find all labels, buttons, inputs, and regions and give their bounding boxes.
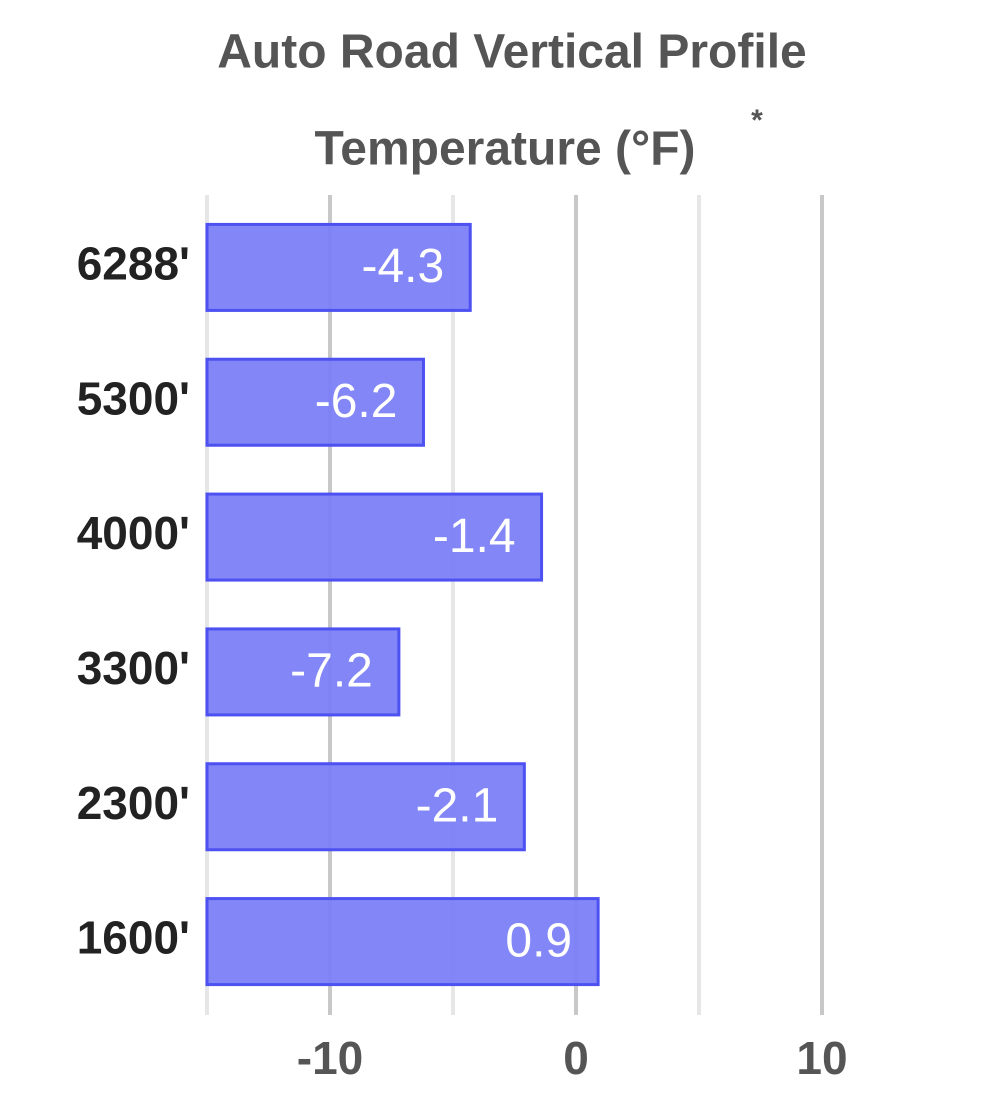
x-tick-label: 10 — [796, 1032, 847, 1084]
value-label: -7.2 — [290, 645, 373, 698]
bar — [205, 357, 425, 447]
bar — [205, 492, 544, 582]
chart-subtitle: Temperature (°F) — [314, 123, 695, 176]
y-tick-label: 5300' — [77, 372, 190, 424]
chart-title: Auto Road Vertical Profile — [217, 26, 806, 79]
value-label: -2.1 — [416, 779, 499, 832]
value-label: 0.9 — [505, 914, 572, 967]
y-tick-label: 6288' — [77, 238, 190, 290]
value-label: -4.3 — [362, 240, 445, 293]
x-tick-label: 0 — [563, 1032, 589, 1084]
y-tick-label: 3300' — [77, 642, 190, 694]
bar — [205, 762, 526, 852]
x-tick-label: -10 — [297, 1032, 363, 1084]
y-tick-label: 2300' — [77, 777, 190, 829]
bar — [205, 627, 401, 717]
value-label: -6.2 — [315, 375, 398, 428]
y-tick-label: 1600' — [77, 912, 190, 964]
y-tick-label: 4000' — [77, 507, 190, 559]
bar — [205, 897, 600, 987]
value-label: -1.4 — [433, 510, 516, 563]
subtitle-mark: * — [751, 104, 763, 137]
bar — [205, 222, 472, 312]
